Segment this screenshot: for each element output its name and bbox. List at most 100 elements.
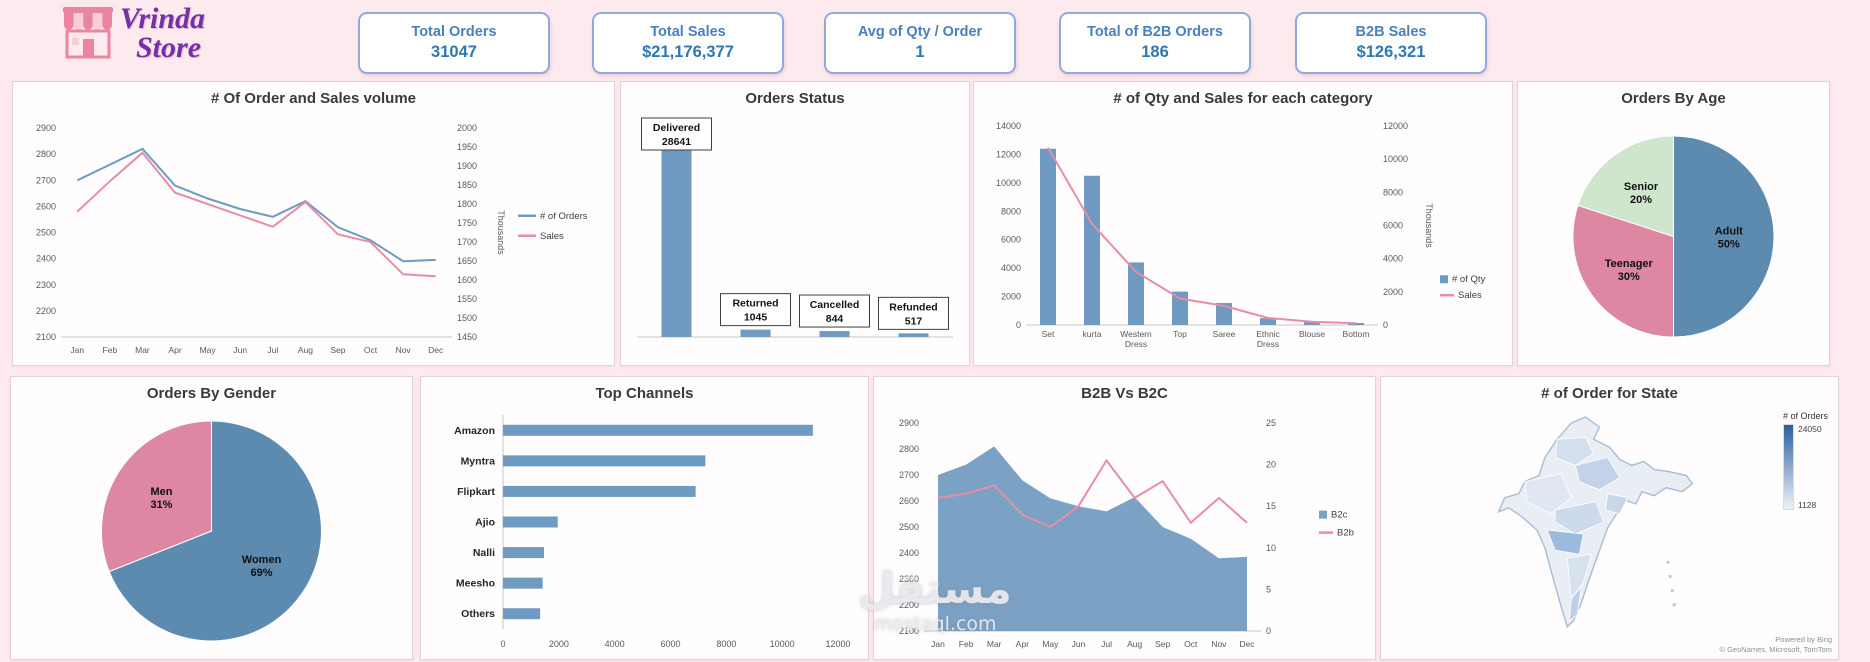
svg-text:2000: 2000 [457,123,477,133]
svg-text:Oct: Oct [364,345,378,355]
svg-text:May: May [200,345,217,355]
svg-text:0: 0 [500,639,505,649]
svg-text:5: 5 [1266,584,1271,594]
kpi-label: Avg of Qty / Order [857,24,983,40]
svg-text:2100: 2100 [36,332,56,342]
svg-text:Dec: Dec [1239,639,1255,649]
kpi-value: 186 [1141,43,1169,61]
svg-text:Returned: Returned [732,298,778,310]
svg-text:10000: 10000 [996,178,1021,188]
kpi-value: $126,321 [1356,43,1426,61]
svg-text:Top: Top [1173,329,1187,339]
svg-text:2400: 2400 [36,254,56,264]
pie-chart-orders-by-age[interactable]: Adult 50% Teenager 30% Senior 20% [1522,112,1825,361]
svg-text:2800: 2800 [899,444,919,454]
svg-text:0: 0 [1266,626,1271,636]
svg-text:Sales: Sales [1458,290,1482,301]
svg-text:1800: 1800 [457,199,477,209]
svg-text:2200: 2200 [36,306,56,316]
svg-text:25: 25 [1266,418,1276,428]
svg-text:2600: 2600 [36,201,56,211]
svg-text:1700: 1700 [457,237,477,247]
svg-text:6000: 6000 [1001,235,1021,245]
svg-text:Thousands: Thousands [1424,203,1434,248]
svg-text:4000: 4000 [1383,254,1403,264]
svg-text:B2b: B2b [1337,528,1354,539]
svg-text:2900: 2900 [899,418,919,428]
chart-title: # of Order for State [1541,385,1678,402]
storefront-icon [63,7,113,59]
svg-text:Jul: Jul [267,345,278,355]
area-chart-b2b-vs-b2c[interactable]: 2100 2200 2300 2400 2500 2600 2700 2800 2900 0 5 10… [878,407,1371,655]
map-attribution: Powered by Bing © GeoNames, Microsoft, T… [1720,635,1833,655]
svg-text:Jun: Jun [233,345,247,355]
svg-text:2000: 2000 [549,639,569,649]
svg-text:Flipkart: Flipkart [457,486,495,498]
combo-chart-qty-sales[interactable]: 0 2000 4000 6000 8000 10000 12000 14000 0 2000 400… [978,112,1508,361]
panel-orders-by-gender: Orders By Gender Women 69% Men 31% [10,376,413,660]
panel-top-channels: Top Channels 0 2000 4000 6000 8000 10000 12000… [420,376,869,660]
svg-text:2600: 2600 [899,496,919,506]
kpi-b2b-sales: B2B Sales $126,321 [1295,12,1487,74]
kpi-total-orders: Total Orders 31047 [358,12,550,74]
line-chart-orders-sales[interactable]: 2100 2200 2300 2400 2500 2600 2700 2800 2900 1450… [17,112,610,361]
kpi-label: Total Sales [650,24,726,40]
bar-chart-orders-status[interactable]: Delivered 28641 Returned 1045 Cancelled 844 Re… [625,112,965,361]
kpi-value: 1 [915,43,925,61]
svg-text:14000: 14000 [996,121,1021,131]
map-attribution-geonames: © GeoNames, Microsoft, TomTom [1719,644,1833,654]
chart-title: Top Channels [595,385,694,402]
svg-text:4000: 4000 [1001,263,1021,273]
svg-text:1650: 1650 [457,256,477,266]
svg-text:6000: 6000 [1383,221,1403,231]
svg-text:Jul: Jul [1101,639,1112,649]
svg-text:Mar: Mar [987,639,1002,649]
pie-chart-orders-by-gender[interactable]: Women 69% Men 31% [15,407,408,655]
map-legend-caption: # of Orders [1782,411,1828,421]
hbar-chart-top-channels[interactable]: 0 2000 4000 6000 8000 10000 12000 Amazon Myntra F… [425,407,864,655]
svg-text:# of Qty: # of Qty [1452,274,1486,285]
svg-text:Set: Set [1042,329,1055,339]
svg-text:2900: 2900 [36,123,56,133]
svg-text:4000: 4000 [605,639,625,649]
svg-text:2200: 2200 [899,600,919,610]
svg-text:1950: 1950 [457,142,477,152]
svg-text:Feb: Feb [103,345,118,355]
svg-text:10000: 10000 [770,639,795,649]
svg-text:2300: 2300 [899,574,919,584]
svg-text:Others: Others [461,608,495,620]
kpi-value: $21,176,377 [642,43,734,61]
svg-text:2700: 2700 [899,470,919,480]
svg-text:Jun: Jun [1072,639,1086,649]
svg-text:1500: 1500 [457,313,477,323]
color-scale-bar [1782,424,1794,510]
map-legend-max: 24050 [1797,424,1822,434]
brand-name: Vrinda Store [120,4,205,62]
map-legend-min: 1128 [1797,500,1817,510]
svg-text:0: 0 [1383,320,1388,330]
svg-text:2400: 2400 [899,548,919,558]
svg-text:1750: 1750 [457,218,477,228]
panel-orders-by-state: # of Order for State # of Orders 24050 1… [1380,376,1839,660]
india-choropleth-map[interactable] [1385,407,1834,655]
svg-text:Nov: Nov [396,345,412,355]
svg-text:1600: 1600 [457,275,477,285]
svg-text:Sep: Sep [330,345,345,355]
chart-title: Orders Status [745,90,845,107]
svg-text:Cancelled: Cancelled [810,299,860,311]
kpi-total-b2b-orders: Total of B2B Orders 186 [1059,12,1251,74]
chart-title: Orders By Gender [146,385,277,402]
svg-text:Men: Men [150,486,172,498]
svg-text:Feb: Feb [959,639,974,649]
svg-text:Saree: Saree [1213,329,1236,339]
kpi-avg-qty-per-order: Avg of Qty / Order 1 [824,12,1016,74]
svg-text:1450: 1450 [457,332,477,342]
svg-text:10: 10 [1266,543,1276,553]
svg-text:1900: 1900 [457,161,477,171]
svg-text:Western: Western [1120,329,1152,339]
svg-text:31%: 31% [150,499,172,511]
svg-text:20: 20 [1266,460,1276,470]
svg-text:Thousands: Thousands [496,210,506,255]
svg-text:8000: 8000 [1001,206,1021,216]
chart-title: # of Qty and Sales for each category [1113,90,1373,107]
